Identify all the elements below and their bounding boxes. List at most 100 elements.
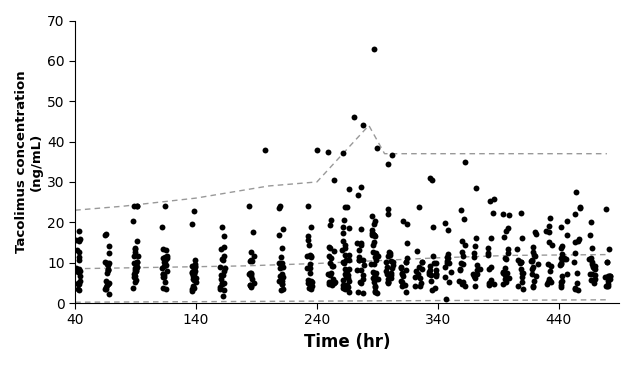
- Point: [162, 253, 172, 259]
- Point: [427, 287, 437, 293]
- Point: [129, 272, 139, 277]
- Point: [344, 278, 354, 284]
- Point: [397, 283, 407, 289]
- Point: [470, 283, 480, 289]
- Point: [526, 258, 536, 264]
- Point: [340, 253, 350, 258]
- Point: [562, 218, 572, 224]
- Point: [338, 259, 348, 265]
- Point: [338, 285, 348, 291]
- Point: [306, 283, 316, 289]
- Point: [424, 272, 434, 277]
- Point: [161, 286, 171, 292]
- X-axis label: Time (hr): Time (hr): [304, 333, 391, 351]
- Point: [603, 273, 613, 279]
- Point: [103, 281, 113, 287]
- Point: [586, 219, 596, 225]
- Point: [440, 264, 450, 270]
- Point: [247, 258, 257, 264]
- Point: [325, 255, 335, 261]
- Point: [446, 269, 456, 275]
- Point: [278, 226, 288, 232]
- Point: [528, 244, 538, 250]
- Point: [352, 268, 362, 273]
- Point: [342, 276, 353, 281]
- Point: [249, 280, 259, 285]
- Point: [425, 272, 436, 278]
- Point: [129, 249, 139, 255]
- Point: [513, 257, 523, 263]
- Point: [417, 280, 427, 285]
- Point: [557, 255, 567, 261]
- Point: [512, 246, 522, 252]
- Point: [587, 259, 597, 265]
- Point: [325, 222, 335, 228]
- Point: [387, 265, 397, 271]
- Point: [158, 271, 168, 277]
- Point: [324, 244, 334, 250]
- Point: [72, 247, 82, 253]
- Point: [556, 282, 566, 288]
- Point: [401, 267, 411, 273]
- Point: [352, 240, 362, 246]
- Point: [161, 247, 171, 253]
- Point: [246, 270, 256, 276]
- Point: [527, 266, 537, 272]
- Point: [460, 243, 470, 249]
- Point: [329, 248, 339, 254]
- Point: [131, 238, 141, 243]
- Point: [368, 269, 378, 274]
- Point: [555, 262, 566, 268]
- Point: [455, 266, 465, 272]
- Point: [382, 264, 392, 270]
- Point: [370, 254, 380, 260]
- Point: [385, 258, 396, 264]
- Point: [529, 252, 540, 258]
- Point: [74, 286, 84, 292]
- Point: [545, 268, 555, 274]
- Point: [500, 276, 510, 282]
- Point: [372, 270, 382, 276]
- Point: [349, 115, 359, 120]
- Point: [590, 266, 600, 272]
- Point: [341, 257, 351, 263]
- Point: [589, 280, 599, 285]
- Point: [103, 250, 113, 256]
- Point: [430, 273, 441, 279]
- Point: [484, 282, 495, 288]
- Point: [428, 224, 438, 230]
- Point: [368, 275, 378, 281]
- Point: [517, 274, 527, 280]
- Point: [543, 279, 553, 285]
- Point: [306, 253, 316, 259]
- Point: [415, 283, 425, 289]
- Point: [339, 217, 349, 223]
- Point: [575, 204, 585, 210]
- Point: [323, 279, 333, 285]
- Point: [188, 276, 198, 282]
- Point: [217, 280, 228, 286]
- Point: [326, 270, 336, 276]
- Point: [247, 276, 257, 282]
- Point: [557, 261, 567, 267]
- Point: [557, 243, 567, 249]
- Point: [100, 232, 110, 238]
- Point: [601, 206, 611, 212]
- Point: [101, 284, 111, 290]
- Point: [417, 266, 427, 272]
- Point: [503, 246, 514, 252]
- Point: [277, 245, 287, 251]
- Point: [457, 238, 467, 243]
- Point: [555, 224, 566, 230]
- Point: [340, 242, 350, 248]
- Point: [340, 245, 350, 251]
- Point: [429, 260, 439, 266]
- Point: [216, 246, 226, 252]
- Point: [441, 296, 451, 302]
- Point: [324, 281, 334, 287]
- Point: [74, 257, 84, 263]
- Point: [104, 243, 114, 249]
- Point: [545, 279, 555, 284]
- Point: [188, 269, 198, 275]
- Point: [486, 264, 496, 269]
